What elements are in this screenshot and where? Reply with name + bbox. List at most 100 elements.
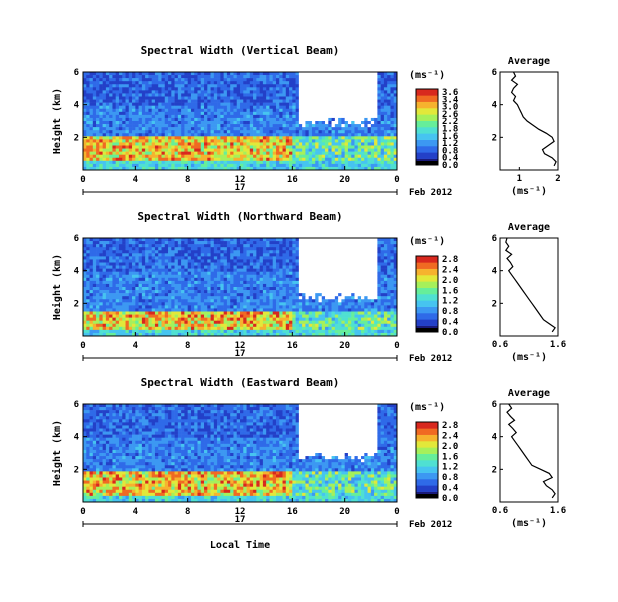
heatmap-cell <box>155 139 159 142</box>
heatmap-cell <box>390 250 394 253</box>
heatmap-cell <box>345 124 349 127</box>
heatmap-cell <box>247 256 251 259</box>
heatmap-cell <box>162 84 166 87</box>
heatmap-cell <box>328 253 332 256</box>
heatmap-cell <box>237 256 241 259</box>
heatmap-cell <box>328 281 332 284</box>
heatmap-cell <box>348 278 352 281</box>
heatmap-cell <box>109 139 113 142</box>
heatmap-cell <box>103 284 107 287</box>
heatmap-cell <box>289 247 293 250</box>
heatmap-cell <box>83 266 87 269</box>
heatmap-cell <box>315 241 319 244</box>
heatmap-cell <box>312 281 316 284</box>
heatmap-cell <box>178 152 182 155</box>
heatmap-cell <box>112 112 116 115</box>
heatmap-cell <box>168 115 172 118</box>
heatmap-cell <box>315 284 319 287</box>
heatmap-cell <box>217 130 221 133</box>
heatmap-cell <box>273 97 277 100</box>
heatmap-cell <box>152 127 156 130</box>
heatmap-cell <box>348 84 352 87</box>
heatmap-cell <box>253 272 257 275</box>
heatmap-cell <box>142 130 146 133</box>
heatmap-cell <box>211 118 215 121</box>
heatmap-cell <box>381 87 385 90</box>
heatmap-cell <box>299 109 303 112</box>
heatmap-cell <box>184 124 188 127</box>
heatmap-cell <box>116 130 120 133</box>
heatmap-cell <box>299 121 303 124</box>
heatmap-cell <box>286 124 290 127</box>
heatmap-cell <box>142 97 146 100</box>
heatmap-cell <box>129 133 133 136</box>
heatmap-cell <box>152 259 156 262</box>
heatmap-cell <box>155 281 159 284</box>
heatmap-cell <box>126 149 130 152</box>
heatmap-cell <box>184 106 188 109</box>
heatmap-cell <box>368 87 372 90</box>
heatmap-cell <box>348 266 352 269</box>
heatmap-cell <box>224 290 228 293</box>
heatmap-cell <box>129 241 133 244</box>
heatmap-cell <box>325 112 329 115</box>
heatmap-cell <box>139 124 143 127</box>
heatmap-cell <box>237 158 241 161</box>
colorbar-segment <box>416 102 438 109</box>
heatmap-cell <box>99 97 103 100</box>
heatmap-cell <box>191 75 195 78</box>
heatmap-cell <box>332 281 336 284</box>
heatmap-cell <box>263 269 267 272</box>
heatmap-cell <box>286 158 290 161</box>
heatmap-cell <box>233 272 237 275</box>
heatmap-cell <box>132 253 136 256</box>
heatmap-cell <box>83 115 87 118</box>
heatmap-cell <box>184 78 188 81</box>
heatmap-cell <box>109 149 113 152</box>
heatmap-cell <box>93 72 97 75</box>
heatmap-cell <box>283 75 287 78</box>
heatmap-cell <box>171 149 175 152</box>
heatmap-cell <box>381 247 385 250</box>
heatmap-cell <box>322 238 326 241</box>
heatmap-cell <box>96 290 100 293</box>
heatmap-cell <box>119 253 123 256</box>
heatmap-cell <box>322 124 326 127</box>
heatmap-cell <box>211 284 215 287</box>
heatmap-cell <box>377 269 381 272</box>
heatmap-cell <box>338 109 342 112</box>
heatmap-cell <box>165 281 169 284</box>
heatmap-cell <box>175 78 179 81</box>
heatmap-cell <box>279 149 283 152</box>
heatmap-cell <box>276 84 280 87</box>
heatmap-cell <box>273 106 277 109</box>
heatmap-cell <box>142 115 146 118</box>
heatmap-cell <box>155 106 159 109</box>
heatmap-cell <box>181 253 185 256</box>
heatmap-cell <box>233 256 237 259</box>
heatmap-cell <box>165 130 169 133</box>
heatmap-cell <box>233 133 237 136</box>
heatmap-cell <box>184 269 188 272</box>
heatmap-cell <box>217 290 221 293</box>
heatmap-cell <box>86 247 90 250</box>
heatmap-cell <box>112 87 116 90</box>
heatmap-cell <box>129 263 133 266</box>
heatmap-cell <box>384 72 388 75</box>
heatmap-cell <box>243 78 247 81</box>
heatmap-cell <box>119 293 123 296</box>
heatmap-cell <box>165 112 169 115</box>
heatmap-cell <box>250 121 254 124</box>
heatmap-cell <box>171 124 175 127</box>
heatmap-cell <box>227 100 231 103</box>
heatmap-cell <box>358 266 362 269</box>
heatmap-cell <box>312 100 316 103</box>
heatmap-cell <box>158 109 162 112</box>
heatmap-cell <box>371 269 375 272</box>
heatmap-cell <box>351 124 355 127</box>
heatmap-cell <box>214 100 218 103</box>
heatmap-cell <box>188 103 192 106</box>
heatmap-cell <box>214 275 218 278</box>
heatmap-cell <box>263 241 267 244</box>
heatmap-cell <box>155 124 159 127</box>
